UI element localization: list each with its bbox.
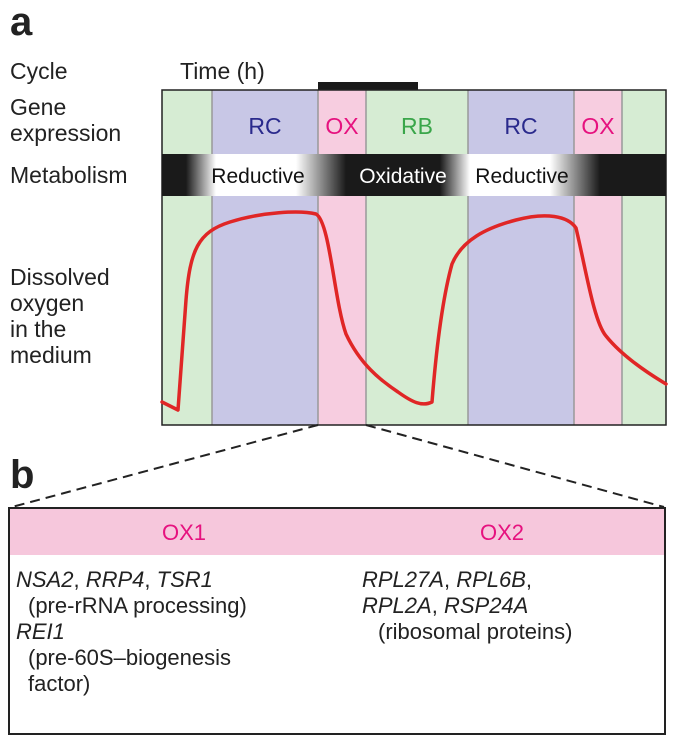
dissolved-oxygen-line2: oxygen <box>10 290 85 316</box>
dissolved-oxygen-curve <box>160 210 668 412</box>
cycle-label: Cycle <box>10 58 68 84</box>
panel-a-letter: a <box>10 0 33 44</box>
panel-b-letter: b <box>10 453 35 497</box>
metabolism-oxidative: Oxidative <box>359 165 447 188</box>
zoom-line-right <box>365 424 665 508</box>
phase-label-ox-1: OX <box>325 113 358 139</box>
ox2-genes-line1: RPL27A, RPL6B, <box>362 567 533 592</box>
gene-expression-label: Gene expression <box>10 94 121 146</box>
metabolism-reductive-1: Reductive <box>211 165 304 188</box>
phase-label-rc-2: RC <box>504 113 537 139</box>
dissolved-oxygen-line4: medium <box>10 342 92 368</box>
gene-expression-label-line1: Gene <box>10 94 67 120</box>
ox1-note-1: (pre-rRNA processing) <box>28 593 247 618</box>
ox1-genes-line2: REI1 <box>16 619 247 645</box>
gene-rpl27a: RPL27A <box>362 567 444 592</box>
band-rc-2 <box>468 90 574 425</box>
gene-rrp4: RRP4 <box>85 567 145 592</box>
band-rb-end <box>622 90 666 425</box>
dissolved-oxygen-label: Dissolved oxygen in the medium <box>10 264 110 368</box>
ox2-note: (ribosomal proteins) <box>378 619 573 644</box>
ox2-genes-line2: RPL2A, RSP24A <box>362 593 529 618</box>
metabolism-reductive-2: Reductive <box>475 165 568 188</box>
time-bar <box>318 82 418 90</box>
gene-rei1: REI1 <box>16 619 65 644</box>
time-label: Time (h) <box>180 58 265 84</box>
phase-label-ox-2: OX <box>581 113 614 139</box>
gene-expression-label-line2: expression <box>10 120 122 146</box>
dissolved-oxygen-line1: Dissolved <box>10 264 110 290</box>
ox1-gene-list: NSA2, RRP4, TSR1 (pre-rRNA processing) R… <box>16 567 247 697</box>
metabolism-bar <box>162 154 666 196</box>
header-ox2: OX2 <box>480 520 525 545</box>
ox1-note-2-line2: factor) <box>28 671 91 696</box>
phase-bands <box>161 89 667 426</box>
ox2-gene-list: RPL27A, RPL6B, RPL2A, RSP24A (ribosomal … <box>362 567 572 645</box>
band-ox-1 <box>318 90 366 425</box>
ox1-genes-line1: NSA2, RRP4, TSR1 <box>16 567 213 592</box>
gene-nsa2: NSA2 <box>16 567 74 592</box>
zoom-line-left <box>11 424 319 508</box>
metabolism-label: Metabolism <box>10 162 128 188</box>
header-ox1: OX1 <box>162 520 207 545</box>
panel-b-header: OX1 OX2 <box>10 509 664 555</box>
phase-label-rb: RB <box>401 113 433 139</box>
ox1-note-2-line1: (pre-60S–biogenesis <box>28 645 232 670</box>
gene-rsp24a: RSP24A <box>443 593 529 618</box>
band-rc-1 <box>212 90 318 425</box>
gene-rpl6b: RPL6B <box>456 567 526 592</box>
phase-label-rc-1: RC <box>248 113 281 139</box>
panel-b-box: OX1 OX2 NSA2, RRP4, TSR1 (pre-rRNA proce… <box>8 507 666 735</box>
dissolved-oxygen-line3: in the <box>10 316 67 342</box>
gene-tsr1: TSR1 <box>156 567 213 592</box>
gene-rpl2a: RPL2A <box>362 593 432 618</box>
band-rb-start <box>162 90 212 425</box>
band-rb-1 <box>366 90 468 425</box>
